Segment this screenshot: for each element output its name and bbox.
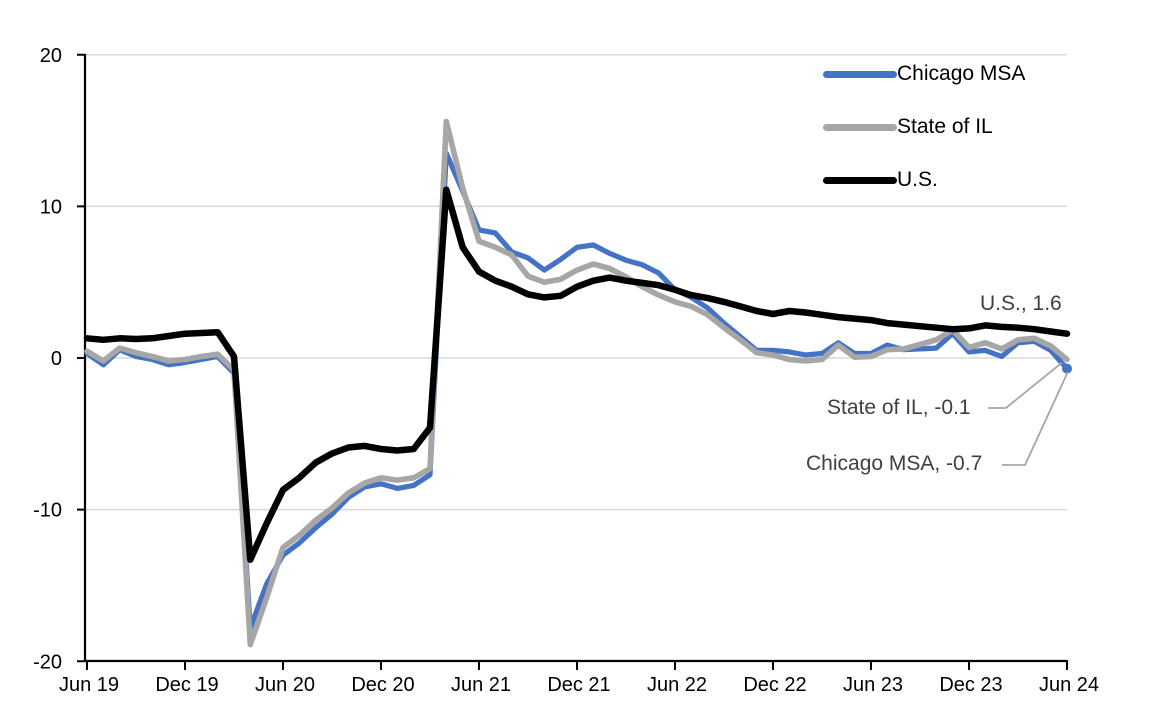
- legend-label-us: U.S.: [897, 168, 938, 191]
- x-tick-label: Dec 19: [155, 674, 218, 696]
- legend-item-chicago-msa: Chicago MSA: [823, 62, 1025, 86]
- legend-item-us: U.S.: [823, 168, 1025, 192]
- x-tick-label: Jun 22: [647, 674, 707, 696]
- annotation-chicago-msa-end-value: Chicago MSA, -0.7: [806, 452, 983, 475]
- state-of-il-line-swatch: [823, 123, 897, 131]
- chicago-msa-leader-line: [1002, 371, 1069, 466]
- chicago-msa-line-swatch: [823, 70, 897, 78]
- y-tick-label: 0: [51, 348, 62, 370]
- x-tick-label: Jun 23: [843, 674, 903, 696]
- x-tick-label: Jun 20: [255, 674, 315, 696]
- x-tick-label: Dec 23: [939, 674, 1002, 696]
- y-tick-label: 10: [40, 196, 62, 218]
- x-tick-label: Dec 20: [351, 674, 414, 696]
- legend: Chicago MSA State of IL U.S.: [823, 62, 1025, 192]
- legend-label-chicago-msa: Chicago MSA: [897, 62, 1026, 85]
- legend-item-state-of-il: State of IL: [823, 115, 1025, 139]
- series-line-u-s-: [83, 186, 1071, 563]
- y-tick-label: 20: [40, 45, 62, 67]
- y-tick-label: -10: [33, 500, 62, 522]
- x-tick-label: Dec 21: [547, 674, 610, 696]
- x-tick-label: Dec 22: [743, 674, 806, 696]
- us-line-swatch: [823, 176, 897, 184]
- annotation-state-of-il-end-value: State of IL, -0.1: [827, 396, 971, 419]
- x-tick-label: Jun 24: [1039, 674, 1099, 696]
- chicago-msa-end-marker: [1062, 363, 1072, 374]
- annotation-us-end-value: U.S., 1.6: [980, 292, 1062, 315]
- legend-label-state-of-il: State of IL: [897, 115, 993, 138]
- x-tick-label: Jun 19: [59, 674, 119, 696]
- series-line-state-of-il: [84, 118, 1070, 648]
- x-tick-label: Jun 21: [451, 674, 511, 696]
- y-tick-label: -20: [33, 651, 62, 673]
- state-of-il-leader-line: [988, 361, 1063, 409]
